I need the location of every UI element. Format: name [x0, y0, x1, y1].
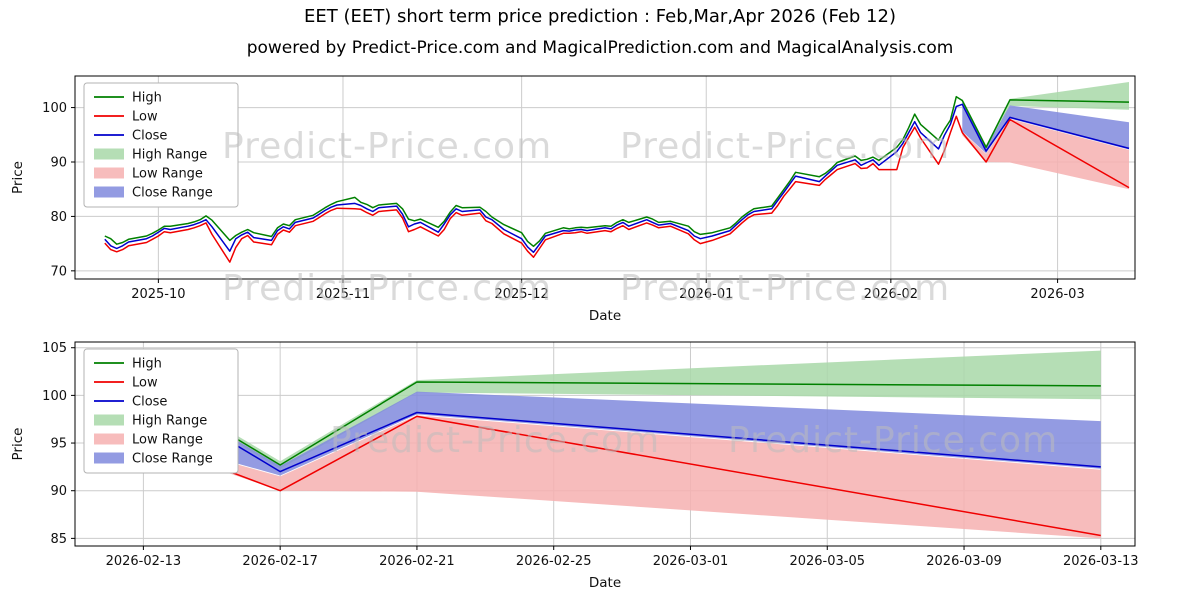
legend-label: Close Range	[132, 452, 213, 467]
x-tick-label: 2026-03-05	[789, 554, 865, 569]
forecast-bands	[962, 82, 1129, 190]
x-tick-label: 2025-11	[316, 287, 370, 302]
legend-label: Low	[132, 376, 158, 391]
x-tick-label: 2025-10	[131, 287, 185, 302]
legend-label: High	[132, 91, 162, 106]
legend-label: Close	[132, 129, 167, 144]
axes: 70 80 90 100 2025-10 2025-11 2025-12 2026-01 202…	[10, 101, 1085, 324]
low-range-band	[962, 119, 1129, 190]
legend-label: High	[132, 357, 162, 372]
axes: 85 90 95 100 105 2026-02-13 2026-02-17 2026-02-…	[10, 341, 1139, 591]
x-tick-label: 2026-02-25	[516, 554, 592, 569]
legend-label: Close Range	[132, 186, 213, 201]
price-lines	[104, 95, 1130, 263]
y-tick-label: 105	[42, 341, 67, 356]
legend-label: Low Range	[132, 433, 203, 448]
y-tick-label: 90	[50, 484, 67, 499]
low-range-band	[143, 415, 1101, 539]
x-tick-label: 2026-02	[864, 287, 918, 302]
legend-patch-swatch	[94, 433, 124, 445]
legend: High Low Close High Range Low Range Close Ran…	[83, 82, 239, 208]
y-tick-label: 70	[50, 264, 67, 279]
y-tick-label: 100	[42, 389, 67, 404]
legend-label: Low	[132, 110, 158, 125]
legend-patch-swatch	[94, 167, 124, 179]
plot-border	[74, 341, 1136, 547]
high-range-band	[962, 82, 1129, 150]
high-line	[104, 95, 1130, 248]
x-axis-label: Date	[589, 308, 621, 324]
y-tick-label: 90	[50, 155, 67, 170]
x-tick-label: 2026-02-13	[106, 554, 182, 569]
forecast-bands	[143, 350, 1101, 539]
x-tick-label: 2026-03	[1030, 287, 1084, 302]
y-axis-label: Price	[10, 428, 26, 461]
low-line	[104, 115, 1130, 263]
y-axis-label: Price	[10, 161, 26, 194]
close-range-band	[143, 385, 1101, 476]
y-tick-label: 85	[50, 532, 67, 547]
x-tick-label: 2026-02-21	[379, 554, 455, 569]
x-tick-label: 2026-01	[679, 287, 733, 302]
close-range-band	[962, 102, 1129, 154]
y-tick-label: 100	[42, 101, 67, 116]
history-forecast-chart: 70 80 90 100 2025-10 2025-11 2025-12 2026-01 202…	[10, 75, 1136, 324]
x-tick-label: 2026-03-01	[653, 554, 729, 569]
legend-patch-swatch	[94, 148, 124, 160]
y-tick-label: 80	[50, 210, 67, 225]
legend-label: High Range	[132, 148, 207, 163]
x-tick-label: 2026-02-17	[242, 554, 318, 569]
legend-label: High Range	[132, 414, 207, 429]
y-tick-label: 95	[50, 437, 67, 452]
forecast-detail-chart: 85 90 95 100 105 2026-02-13 2026-02-17 2026-02-…	[10, 341, 1139, 591]
legend-patch-swatch	[94, 452, 124, 464]
legend-label: Low Range	[132, 167, 203, 182]
high-range-band	[143, 350, 1101, 469]
x-tick-label: 2025-12	[494, 287, 548, 302]
close-line	[104, 103, 1130, 254]
x-axis-label: Date	[589, 575, 621, 591]
plot-border	[74, 75, 1136, 280]
legend-patch-swatch	[94, 414, 124, 426]
x-tick-label: 2026-03-13	[1063, 554, 1139, 569]
figure-subtitle: powered by Predict-Price.com and Magical…	[246, 38, 954, 58]
x-tick-label: 2026-03-09	[926, 554, 1002, 569]
legend-label: Close	[132, 395, 167, 410]
legend-patch-swatch	[94, 186, 124, 198]
legend: High Low Close High Range Low Range Close Ran…	[83, 348, 239, 474]
figure-title: EET (EET) short term price prediction : …	[304, 6, 896, 27]
